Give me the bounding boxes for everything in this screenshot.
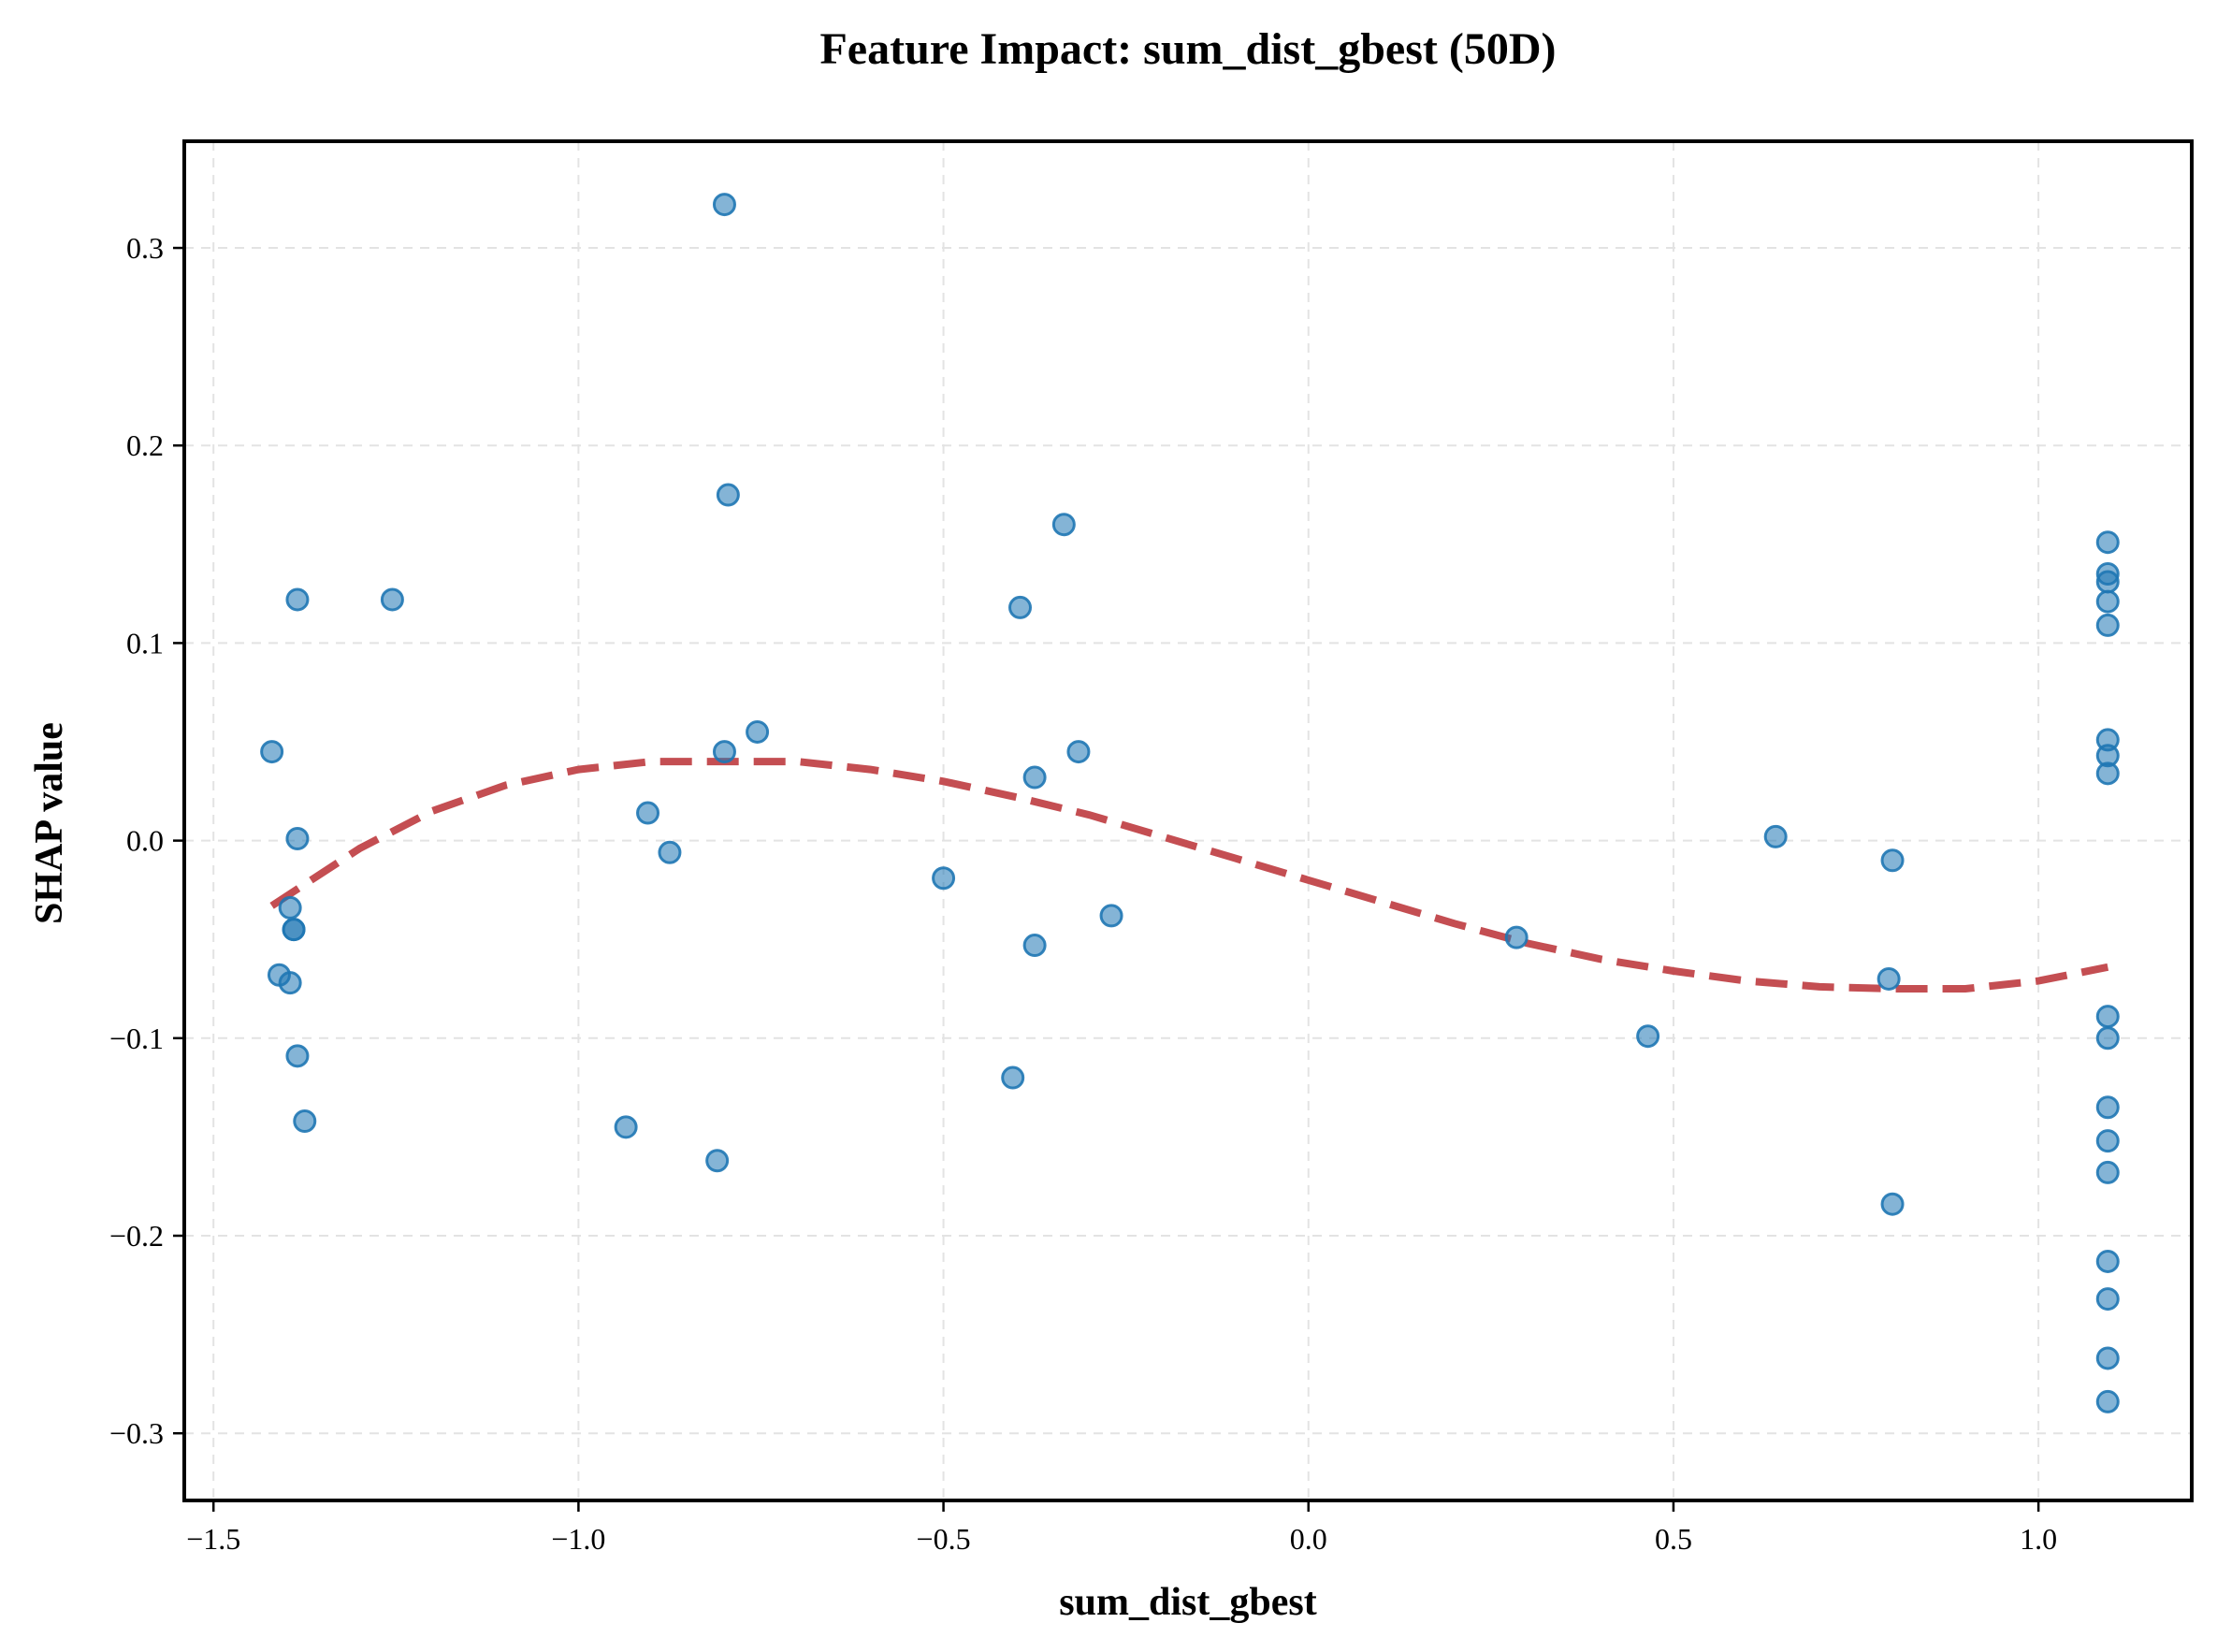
chart-title: Feature Impact: sum_dist_gbest (50D)	[819, 24, 1556, 74]
x-tick-label: 1.0	[2020, 1522, 2057, 1556]
scatter-points	[260, 193, 2120, 1413]
data-point	[380, 587, 404, 612]
data-point	[2095, 1005, 2120, 1029]
data-point	[1099, 904, 1123, 928]
y-tick-label: 0.3	[126, 231, 164, 265]
y-axis-label: SHAP value	[28, 722, 71, 924]
data-point	[658, 840, 682, 864]
data-point	[2095, 570, 2120, 594]
data-point	[2095, 1249, 2120, 1273]
data-point	[2095, 1346, 2120, 1370]
data-point	[1880, 848, 1905, 873]
data-point	[1880, 1192, 1905, 1216]
y-tick-label: −0.3	[109, 1416, 164, 1450]
data-point	[1001, 1065, 1025, 1090]
data-point	[278, 895, 302, 920]
data-point	[2095, 1160, 2120, 1184]
data-point	[712, 193, 736, 217]
x-axis-label: sum_dist_gbest	[1059, 1581, 1316, 1624]
data-point	[1876, 966, 1901, 991]
data-point	[712, 740, 736, 764]
data-point	[285, 587, 310, 612]
x-tick-label: −1.0	[551, 1522, 605, 1556]
data-point	[1022, 934, 1047, 958]
x-tick-label: 0.0	[1290, 1522, 1327, 1556]
grid-layer	[184, 141, 2192, 1500]
x-tick-label: 0.5	[1655, 1522, 1692, 1556]
trend-line	[269, 758, 2109, 993]
data-point	[705, 1149, 730, 1173]
data-point	[2095, 1129, 2120, 1153]
y-tick-label: −0.2	[109, 1219, 164, 1253]
data-point	[285, 1044, 310, 1068]
data-point	[278, 971, 302, 995]
data-point	[1763, 824, 1788, 848]
data-point	[636, 801, 660, 825]
data-point	[2095, 1095, 2120, 1120]
data-point	[2095, 1026, 2120, 1051]
data-point	[1051, 513, 1076, 537]
data-point	[614, 1115, 638, 1139]
data-point	[2095, 589, 2120, 614]
data-point	[282, 918, 306, 942]
x-tick-label: −0.5	[917, 1522, 971, 1556]
data-point	[932, 866, 956, 891]
data-point	[1636, 1024, 1660, 1049]
data-point	[293, 1109, 317, 1134]
data-point	[746, 719, 770, 744]
data-point	[2095, 1389, 2120, 1413]
data-point	[1066, 740, 1091, 764]
y-tick-label: 0.1	[126, 626, 164, 659]
data-point	[716, 483, 740, 507]
data-point	[2095, 613, 2120, 637]
data-point	[1504, 925, 1529, 949]
plot-frame	[182, 139, 2194, 1502]
y-tick-label: −0.1	[109, 1022, 164, 1055]
data-point	[1022, 765, 1047, 790]
x-tick-label: −1.5	[186, 1522, 240, 1556]
data-point	[2095, 1287, 2120, 1311]
data-point	[260, 740, 284, 764]
y-tick-label: 0.0	[126, 824, 164, 858]
axis-ticks: −1.5 −1.0 −0.5 0.0 0.5 1.0 −0.3 −0.2 −0.1 0.0 0.1 0…	[109, 231, 2057, 1556]
data-point	[2095, 761, 2120, 786]
y-tick-label: 0.2	[126, 428, 164, 462]
data-point	[285, 827, 310, 851]
data-point	[1008, 595, 1033, 619]
data-point	[2095, 530, 2120, 555]
